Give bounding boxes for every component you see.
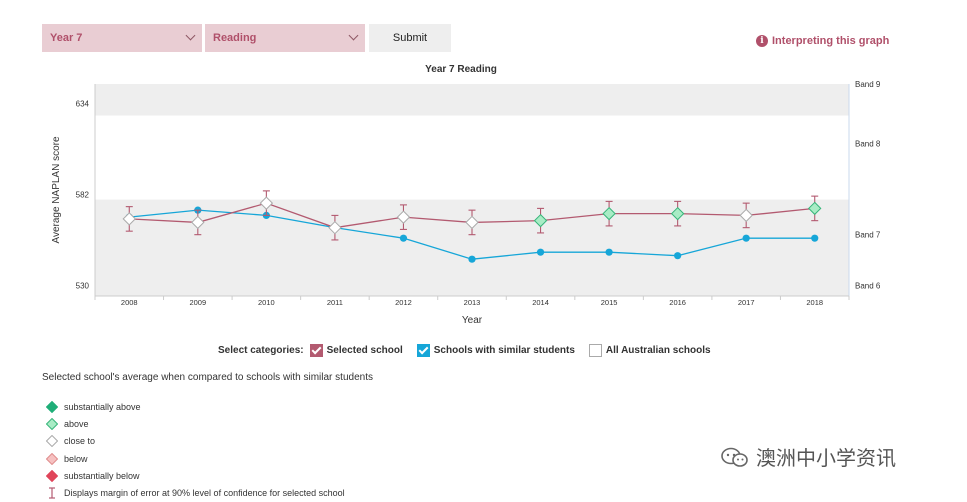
watermark: 澳洲中小学资讯	[720, 442, 896, 471]
x-tick-label: 2009	[189, 298, 206, 307]
domain-select-value: Reading	[213, 32, 257, 44]
legend-item: below	[46, 450, 345, 467]
categories-label: Select categories:	[218, 345, 304, 356]
similar-schools-point	[468, 255, 476, 263]
selected-school-point	[259, 196, 274, 210]
diamond-icon	[46, 452, 58, 465]
diamond-icon	[46, 400, 58, 413]
watermark-text: 澳洲中小学资讯	[756, 448, 896, 470]
band-label: Band 9	[855, 80, 881, 89]
x-tick-label: 2010	[258, 298, 275, 307]
similar-schools-point	[742, 234, 750, 242]
similar-schools-point	[674, 252, 682, 260]
info-icon: i	[756, 35, 768, 47]
category-selector: Select categories: Selected school Schoo…	[218, 344, 711, 357]
selected-school-point	[328, 220, 342, 235]
interpreting-graph-label: Interpreting this graph	[772, 35, 890, 47]
similar-schools-point	[811, 234, 819, 242]
band-label: Band 7	[855, 231, 881, 240]
band-label: Band 6	[855, 281, 881, 290]
selected-school-checkbox[interactable]	[309, 344, 323, 357]
selected-school-point	[122, 212, 136, 226]
legend-item: above	[46, 415, 345, 432]
y-axis-label: Average NAPLAN score	[51, 136, 62, 244]
selected-school-point	[670, 206, 685, 221]
x-tick-label: 2018	[806, 298, 823, 307]
band-shading	[95, 84, 849, 296]
diamond-icon	[46, 417, 58, 430]
y-tick-label: 582	[76, 190, 90, 199]
selected-school-point	[191, 215, 205, 230]
selected-school-label[interactable]: Selected school	[326, 345, 403, 356]
x-tick-labels: 2008 2009 2010 2011 2012 2013 2014 2015 2016 2017…	[94, 296, 850, 307]
band-shade	[95, 84, 849, 116]
legend-item: Displays margin of error at 90% level of…	[46, 484, 345, 501]
selected-school-point	[602, 206, 616, 221]
x-tick-label: 2013	[464, 298, 481, 307]
interpreting-graph-link[interactable]: i Interpreting this graph	[756, 35, 889, 47]
chart-title: Year 7 Reading	[425, 64, 497, 75]
legend-item: substantially above	[46, 398, 345, 415]
selected-school-point	[396, 210, 411, 224]
selected-school-point	[739, 208, 753, 223]
selected-school-point	[533, 213, 548, 228]
comparison-legend-title: Selected school's average when compared …	[42, 372, 373, 383]
error-bar-icon	[49, 487, 55, 499]
legend-item: close to	[46, 433, 345, 450]
legend-label: close to	[64, 436, 96, 447]
selected-school-point	[808, 201, 822, 216]
all-australian-label[interactable]: All Australian schools	[605, 345, 711, 356]
similar-schools-checkbox[interactable]	[416, 344, 430, 357]
y-tick-labels: 530 582 634	[76, 99, 90, 290]
y-tick-label: 530	[76, 281, 90, 290]
all-australian-checkbox[interactable]	[588, 344, 602, 357]
diamond-icon	[46, 435, 58, 448]
submit-button[interactable]: Submit	[369, 24, 451, 52]
y-tick-label: 634	[76, 99, 90, 108]
similar-schools-label[interactable]: Schools with similar students	[433, 345, 575, 356]
chat-bubble-icon	[721, 447, 748, 467]
selected-school-point	[465, 215, 479, 230]
legend-item: substantially below	[46, 467, 345, 484]
x-tick-label: 2011	[327, 298, 343, 307]
domain-select[interactable]: Reading	[205, 24, 365, 52]
similar-schools-point	[536, 248, 545, 256]
legend-label: substantially below	[64, 470, 140, 481]
legend-label: above	[64, 418, 89, 429]
year-select[interactable]: Year 7	[42, 24, 202, 52]
x-tick-label: 2015	[601, 298, 618, 307]
legend-label: below	[64, 453, 88, 464]
year-select-value: Year 7	[50, 32, 83, 44]
legend-label: substantially above	[64, 401, 141, 412]
x-tick-label: 2012	[395, 298, 412, 307]
legend-label: Displays margin of error at 90% level of…	[64, 488, 345, 499]
x-tick-label: 2017	[738, 298, 755, 307]
x-tick-label: 2014	[532, 298, 549, 307]
diamond-icon	[46, 469, 58, 482]
similar-schools-point	[399, 234, 408, 242]
x-tick-label: 2016	[669, 298, 686, 307]
band-labels: Band 9 Band 8 Band 7 Band 6	[855, 80, 881, 290]
x-tick-label: 2008	[121, 298, 138, 307]
series-layer	[122, 190, 822, 263]
band-label: Band 8	[855, 140, 881, 149]
similar-schools-point	[605, 248, 613, 256]
comparison-legend: substantially above above close to below…	[46, 398, 345, 502]
x-axis-label: Year	[462, 315, 483, 326]
